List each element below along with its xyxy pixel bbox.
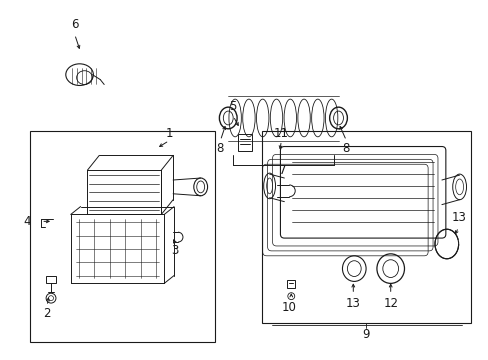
Bar xyxy=(46,276,56,283)
Text: 13: 13 xyxy=(345,297,360,310)
Text: 7: 7 xyxy=(278,164,285,177)
Text: 1: 1 xyxy=(165,127,173,140)
Bar xyxy=(30,131,215,342)
Text: 8: 8 xyxy=(216,142,224,155)
Text: 12: 12 xyxy=(383,297,397,310)
Bar xyxy=(287,280,295,288)
Text: 4: 4 xyxy=(23,215,31,228)
Text: 2: 2 xyxy=(43,307,51,320)
Text: 3: 3 xyxy=(171,244,179,257)
Text: 8: 8 xyxy=(342,142,349,155)
Text: 11: 11 xyxy=(273,127,288,140)
Text: 10: 10 xyxy=(281,301,296,315)
Text: 13: 13 xyxy=(450,211,465,224)
Text: 6: 6 xyxy=(71,18,78,31)
Text: 9: 9 xyxy=(362,328,369,341)
Text: 5: 5 xyxy=(229,100,236,113)
Bar xyxy=(238,134,251,152)
Bar xyxy=(261,131,470,323)
